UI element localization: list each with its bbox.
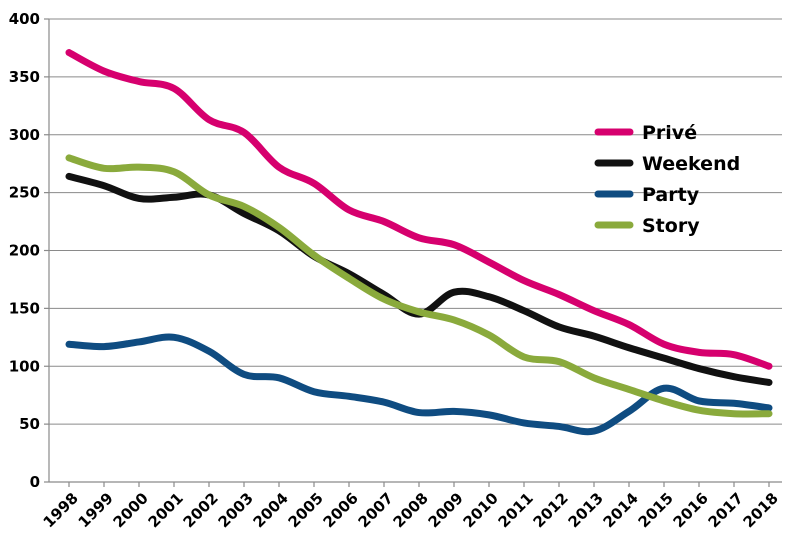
legend: Privé Weekend Party Story bbox=[594, 122, 740, 237]
y-tick-label: 350 bbox=[9, 68, 40, 86]
x-tick-label: 1999 bbox=[75, 489, 117, 531]
y-tick-label: 150 bbox=[9, 299, 40, 317]
x-tick-label: 2018 bbox=[740, 489, 782, 531]
series-line-priv bbox=[65, 49, 773, 370]
legend-label-story: Story bbox=[642, 215, 700, 237]
x-tick-label: 2001 bbox=[145, 489, 187, 531]
x-tick-label: 2010 bbox=[460, 489, 502, 531]
x-tick-label: 2005 bbox=[285, 489, 327, 531]
legend-label-weekend: Weekend bbox=[642, 153, 740, 175]
axes bbox=[44, 18, 782, 487]
x-tick-label: 2014 bbox=[600, 489, 642, 531]
x-tick-label: 2012 bbox=[530, 489, 572, 531]
x-tick-label: 2006 bbox=[320, 489, 362, 531]
y-tick-label: 50 bbox=[19, 415, 40, 433]
x-tick-label: 2002 bbox=[180, 489, 222, 531]
legend-label-priv: Privé bbox=[642, 122, 697, 144]
x-tick-label: 2007 bbox=[355, 489, 397, 531]
x-tick-labels: 1998199920002001200220032004200520062007… bbox=[40, 489, 782, 531]
x-tick-label: 2015 bbox=[635, 489, 677, 531]
x-tick-label: 2013 bbox=[565, 489, 607, 531]
y-tick-label: 400 bbox=[9, 10, 40, 28]
x-tick-label: 2017 bbox=[705, 489, 747, 531]
x-tick-label: 2003 bbox=[215, 489, 257, 531]
y-tick-label: 0 bbox=[30, 473, 40, 491]
y-tick-labels: 0 50 100 150 200 250 300 350 400 bbox=[9, 10, 40, 491]
series-line-party bbox=[65, 333, 773, 436]
x-tick-label: 2011 bbox=[495, 489, 537, 531]
series-lines bbox=[65, 49, 773, 436]
x-tick-label: 1998 bbox=[40, 489, 82, 531]
x-tick-label: 2008 bbox=[390, 489, 432, 531]
y-tick-label: 200 bbox=[9, 242, 40, 260]
x-tick-label: 2000 bbox=[110, 489, 152, 531]
x-tick-label: 2009 bbox=[425, 489, 467, 531]
x-tick-label: 2016 bbox=[670, 489, 712, 531]
x-tick-label: 2004 bbox=[250, 489, 292, 531]
y-tick-label: 250 bbox=[9, 184, 40, 202]
y-tick-label: 300 bbox=[9, 126, 40, 144]
y-tick-label: 100 bbox=[9, 357, 40, 375]
series-line-weekend bbox=[65, 172, 773, 386]
legend-label-party: Party bbox=[642, 184, 700, 206]
series-line-story bbox=[65, 154, 773, 418]
